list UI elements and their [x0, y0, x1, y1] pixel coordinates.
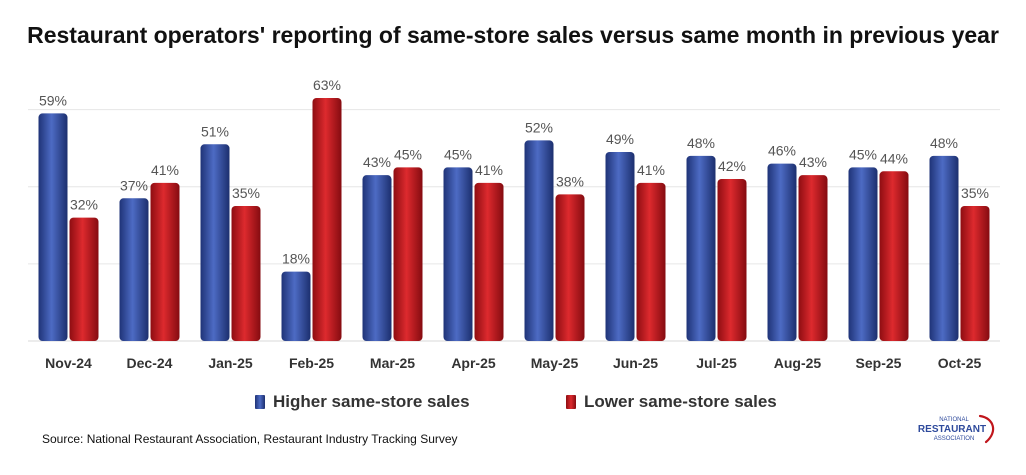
x-tick-label: Jan-25: [208, 355, 253, 371]
bar-lower: [960, 206, 990, 341]
data-label-higher: 59%: [39, 92, 67, 108]
bar-higher: [848, 167, 878, 341]
svg-text:RESTAURANT: RESTAURANT: [918, 424, 986, 435]
bar-lower: [312, 98, 342, 341]
x-tick-label: Apr-25: [451, 355, 496, 371]
data-label-higher: 43%: [363, 154, 391, 170]
bar-higher: [767, 163, 797, 341]
data-label-lower: 41%: [637, 162, 665, 178]
legend-label-lower: Lower same-store sales: [584, 392, 777, 411]
bar-higher: [605, 152, 635, 341]
data-label-lower: 45%: [394, 146, 422, 162]
legend-swatch-higher: [255, 395, 265, 409]
data-label-higher: 48%: [687, 135, 715, 151]
data-label-lower: 38%: [556, 173, 584, 189]
bar-higher: [686, 155, 716, 341]
data-label-lower: 41%: [475, 162, 503, 178]
data-label-higher: 46%: [768, 143, 796, 159]
data-label-lower: 35%: [232, 185, 260, 201]
x-tick-label: Nov-24: [45, 355, 92, 371]
legend-swatch-lower: [566, 395, 576, 409]
svg-text:NATIONAL: NATIONAL: [939, 417, 969, 423]
data-label-lower: 42%: [718, 158, 746, 174]
bar-lower: [798, 175, 828, 341]
data-label-lower: 41%: [151, 162, 179, 178]
data-label-higher: 37%: [120, 177, 148, 193]
bar-lower: [474, 182, 504, 341]
bar-lower: [555, 194, 585, 341]
x-tick-label: Jul-25: [696, 355, 737, 371]
chart-legend: Higher same-store sales Lower same-store…: [0, 392, 1026, 416]
national-restaurant-association-logo: NATIONAL RESTAURANT ASSOCIATION: [918, 414, 995, 444]
bar-lower: [150, 182, 180, 341]
bar-lower: [393, 167, 423, 341]
x-tick-label: Oct-25: [938, 355, 982, 371]
bar-higher: [362, 175, 392, 341]
data-label-higher: 49%: [606, 131, 634, 147]
x-tick-label: May-25: [531, 355, 579, 371]
chart-title: Restaurant operators' reporting of same-…: [27, 22, 999, 48]
bar-lower: [231, 206, 261, 341]
bar-higher: [200, 144, 230, 341]
x-tick-label: Aug-25: [774, 355, 822, 371]
source-note: Source: National Restaurant Association,…: [42, 432, 458, 446]
legend-item-higher: Higher same-store sales: [255, 392, 470, 412]
bar-lower: [636, 182, 666, 341]
svg-text:ASSOCIATION: ASSOCIATION: [934, 436, 975, 442]
data-label-higher: 52%: [525, 119, 553, 135]
bar-lower: [69, 217, 99, 341]
bar-higher: [281, 271, 311, 341]
data-label-higher: 48%: [930, 135, 958, 151]
bar-lower: [717, 179, 747, 341]
bar-higher: [929, 155, 959, 341]
data-label-lower: 63%: [313, 77, 341, 93]
x-tick-label: Feb-25: [289, 355, 334, 371]
bar-higher: [524, 140, 554, 341]
x-tick-label: Dec-24: [127, 355, 173, 371]
data-label-higher: 45%: [849, 146, 877, 162]
legend-item-lower: Lower same-store sales: [566, 392, 777, 412]
data-label-lower: 35%: [961, 185, 989, 201]
bar-higher: [443, 167, 473, 341]
x-tick-label: Sep-25: [856, 355, 902, 371]
data-label-lower: 44%: [880, 150, 908, 166]
chart-plot: 59%32%37%41%51%35%18%63%43% 45% 45%41%52%3…: [28, 77, 1000, 371]
x-tick-label: Mar-25: [370, 355, 415, 371]
bar-higher: [119, 198, 149, 341]
bar-higher: [38, 113, 68, 341]
data-label-lower: 43%: [799, 154, 827, 170]
data-label-higher: 18%: [282, 251, 310, 267]
data-label-lower: 32%: [70, 197, 98, 213]
bar-lower: [879, 171, 909, 341]
legend-label-higher: Higher same-store sales: [273, 392, 470, 411]
data-label-higher: 51%: [201, 123, 229, 139]
data-label-higher: 45%: [444, 146, 472, 162]
x-tick-label: Jun-25: [613, 355, 658, 371]
